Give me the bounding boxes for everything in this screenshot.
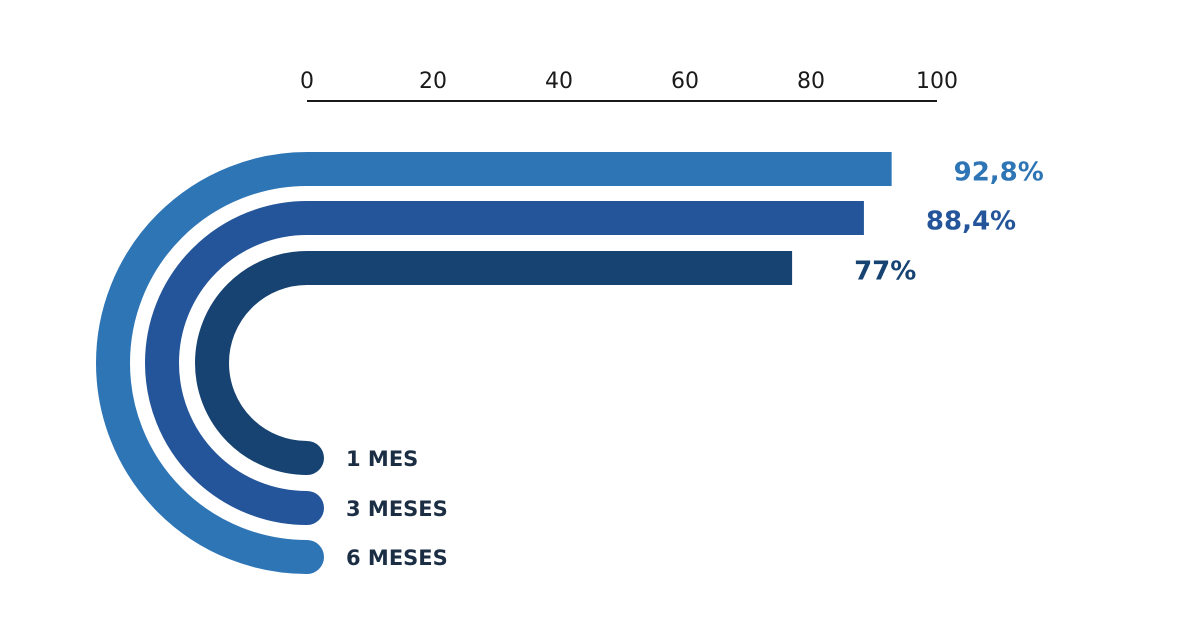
category-label: 1 MES bbox=[346, 447, 418, 471]
x-tick-label: 100 bbox=[916, 69, 958, 94]
bar-tail bbox=[96, 152, 308, 574]
x-tick-label: 60 bbox=[671, 69, 699, 94]
bar-tail bbox=[195, 251, 308, 475]
bar bbox=[307, 152, 892, 186]
x-tick-label: 40 bbox=[545, 69, 573, 94]
value-label: 92,8% bbox=[954, 158, 1044, 188]
value-label: 77% bbox=[854, 257, 916, 287]
bar-tail-cap bbox=[290, 441, 324, 475]
x-tick-label: 80 bbox=[797, 69, 825, 94]
x-tick-label: 0 bbox=[300, 69, 314, 94]
bar bbox=[307, 251, 793, 285]
bar-tail-cap bbox=[290, 540, 324, 574]
category-label: 3 MESES bbox=[346, 497, 448, 521]
x-tick-label: 20 bbox=[419, 69, 447, 94]
value-label: 88,4% bbox=[926, 207, 1016, 237]
bar-tail-cap bbox=[290, 491, 324, 525]
bar bbox=[307, 201, 864, 235]
bar-tail bbox=[145, 201, 308, 525]
category-label: 6 MESES bbox=[346, 546, 448, 570]
